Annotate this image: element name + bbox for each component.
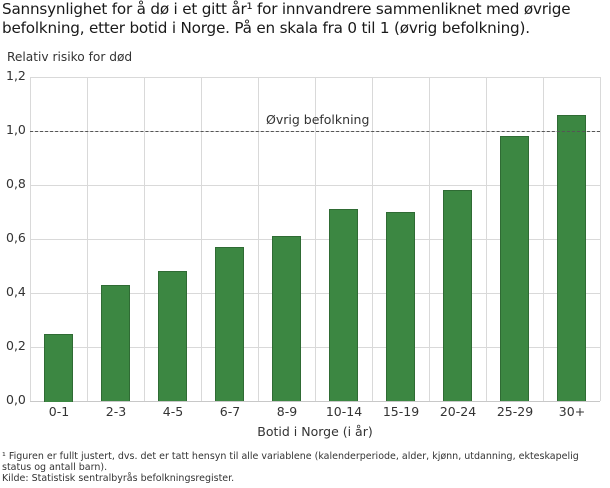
x-tick-label: 6-7 [219, 404, 241, 419]
x-axis-label: Botid i Norge (i år) [257, 424, 373, 439]
gridline-vertical [258, 77, 259, 401]
chart-title: Sannsynlighet for å dø i et gitt år¹ for… [2, 0, 571, 37]
x-tick-label: 25-29 [496, 404, 534, 419]
gridline-vertical [315, 77, 316, 401]
gridline-vertical [87, 77, 88, 401]
gridline-vertical [486, 77, 487, 401]
gridline-vertical [144, 77, 145, 401]
y-tick-label: 0,0 [6, 392, 26, 407]
y-tick-label: 1,0 [6, 122, 26, 137]
source-note: Kilde: Statistisk sentralbyrås befolknin… [2, 473, 235, 484]
x-tick-label: 20-24 [439, 404, 477, 419]
reference-line-label: Øvrig befolkning [266, 112, 370, 127]
bar-30+ [557, 115, 586, 401]
bar-15-19 [386, 212, 415, 401]
y-axis-label: Relativ risiko for død [7, 50, 133, 64]
gridline-vertical [429, 77, 430, 401]
x-tick-label: 8-9 [276, 404, 298, 419]
gridline-vertical [30, 77, 31, 401]
y-tick-label: 0,6 [6, 230, 26, 245]
bar-6-7 [215, 247, 244, 401]
gridline-vertical [543, 77, 544, 401]
gridline-vertical [201, 77, 202, 401]
y-tick-label: 0,4 [6, 284, 26, 299]
y-tick-label: 0,8 [6, 176, 26, 191]
bar-25-29 [500, 136, 529, 401]
x-tick-label: 4-5 [162, 404, 184, 419]
bar-20-24 [443, 190, 472, 401]
y-tick-label: 0,2 [6, 338, 26, 353]
x-axis-line [30, 401, 600, 402]
x-tick-label: 2-3 [105, 404, 127, 419]
bar-0-1 [44, 334, 73, 402]
gridline-vertical [600, 77, 601, 401]
bar-10-14 [329, 209, 358, 401]
bar-4-5 [158, 271, 187, 401]
x-tick-label: 10-14 [325, 404, 363, 419]
x-tick-label: 30+ [558, 404, 586, 419]
footnote: ¹ Figuren er fullt justert, dvs. det er … [2, 451, 579, 473]
gridline-vertical [372, 77, 373, 401]
bar-8-9 [272, 236, 301, 401]
bar-2-3 [101, 285, 130, 401]
y-tick-label: 1,2 [6, 68, 26, 83]
plot-area: Øvrig befolkning [30, 77, 601, 402]
x-tick-label: 0-1 [48, 404, 70, 419]
reference-line [30, 131, 600, 132]
x-tick-label: 15-19 [382, 404, 420, 419]
